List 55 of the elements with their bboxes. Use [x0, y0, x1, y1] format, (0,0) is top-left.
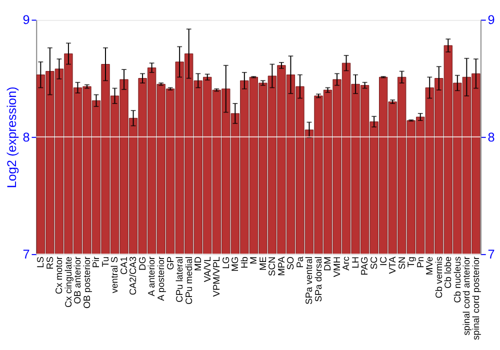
- x-tick-label: SPa ventral: [304, 256, 314, 304]
- x-tick-label: Pa: [294, 256, 305, 268]
- x-tick-label: DG: [137, 256, 148, 270]
- x-tick-label: CPu lateral: [174, 256, 185, 302]
- x-tick-label: Tg: [406, 256, 416, 268]
- x-tick-label: MG: [230, 256, 240, 272]
- x-tick-label: A anterior: [146, 256, 157, 296]
- y-axis-title: Log2 (expression): [4, 86, 19, 188]
- x-tick-label: LH: [350, 256, 360, 268]
- x-tick-label: Cx cingulate: [63, 256, 74, 308]
- x-tick-label: CPu medial: [184, 256, 194, 304]
- x-tick-label: SO: [286, 256, 296, 270]
- x-tick-label: MD: [193, 256, 204, 271]
- x-tick-label: OB anterior: [72, 256, 83, 304]
- x-tick-label: VA/VL: [202, 256, 212, 282]
- x-tick-label: GP: [165, 256, 176, 270]
- y2-tick-label: 8: [488, 130, 495, 144]
- y-tick-label: 7: [22, 247, 30, 262]
- x-tick-label: PAG: [360, 256, 370, 276]
- x-tick-label: Tu: [100, 256, 110, 268]
- x-tick-label: SN: [396, 256, 407, 270]
- y-tick-label: 8: [22, 130, 30, 144]
- x-tick-label: M: [248, 256, 259, 264]
- x-tick-label: DM: [322, 256, 333, 271]
- x-tick-label: CA1: [118, 256, 129, 275]
- x-tick-label: ventral S: [110, 256, 120, 294]
- x-tick-label: Cx motor: [54, 256, 64, 294]
- x-tick-label: MVe: [424, 256, 435, 276]
- x-tick-label: CA2/CA3: [128, 256, 138, 296]
- x-tick-label: LS: [36, 256, 46, 268]
- x-tick-label: Pir: [91, 256, 102, 268]
- x-tick-label: spinal cord posterior: [470, 256, 481, 340]
- x-tick-label: VTA: [388, 256, 398, 274]
- x-tick-label: VMH: [332, 256, 342, 278]
- x-tick-label: SC: [368, 256, 379, 270]
- x-tick-label: LG: [220, 256, 231, 269]
- x-tick-label: Pn: [415, 256, 426, 268]
- x-tick-label: OB posterior: [82, 256, 92, 309]
- x-tick-label: Arc: [341, 256, 352, 270]
- x-tick-label: Hb: [239, 256, 250, 268]
- x-tick-label: SCN: [267, 256, 278, 276]
- x-tick-label: Cb lobe: [443, 256, 454, 288]
- x-tick-label: SPa dorsal: [313, 256, 324, 302]
- y-tick-label: 9: [22, 13, 30, 28]
- x-tick-label: A posterior: [156, 256, 166, 301]
- x-tick-label: RS: [44, 256, 55, 270]
- y2-tick-label: 9: [488, 13, 495, 28]
- x-tick-label: MPA: [276, 256, 286, 276]
- x-tick-label: spinal cord anterior: [462, 256, 472, 336]
- x-tick-label: ME: [258, 256, 268, 270]
- x-tick-label: Cb vermis: [434, 256, 444, 298]
- y2-tick-label: 7: [488, 247, 495, 262]
- x-tick-label: Cb nucleus: [452, 256, 462, 303]
- x-tick-label: VPM/VPL: [212, 256, 222, 297]
- x-tick-label: IC: [378, 256, 388, 266]
